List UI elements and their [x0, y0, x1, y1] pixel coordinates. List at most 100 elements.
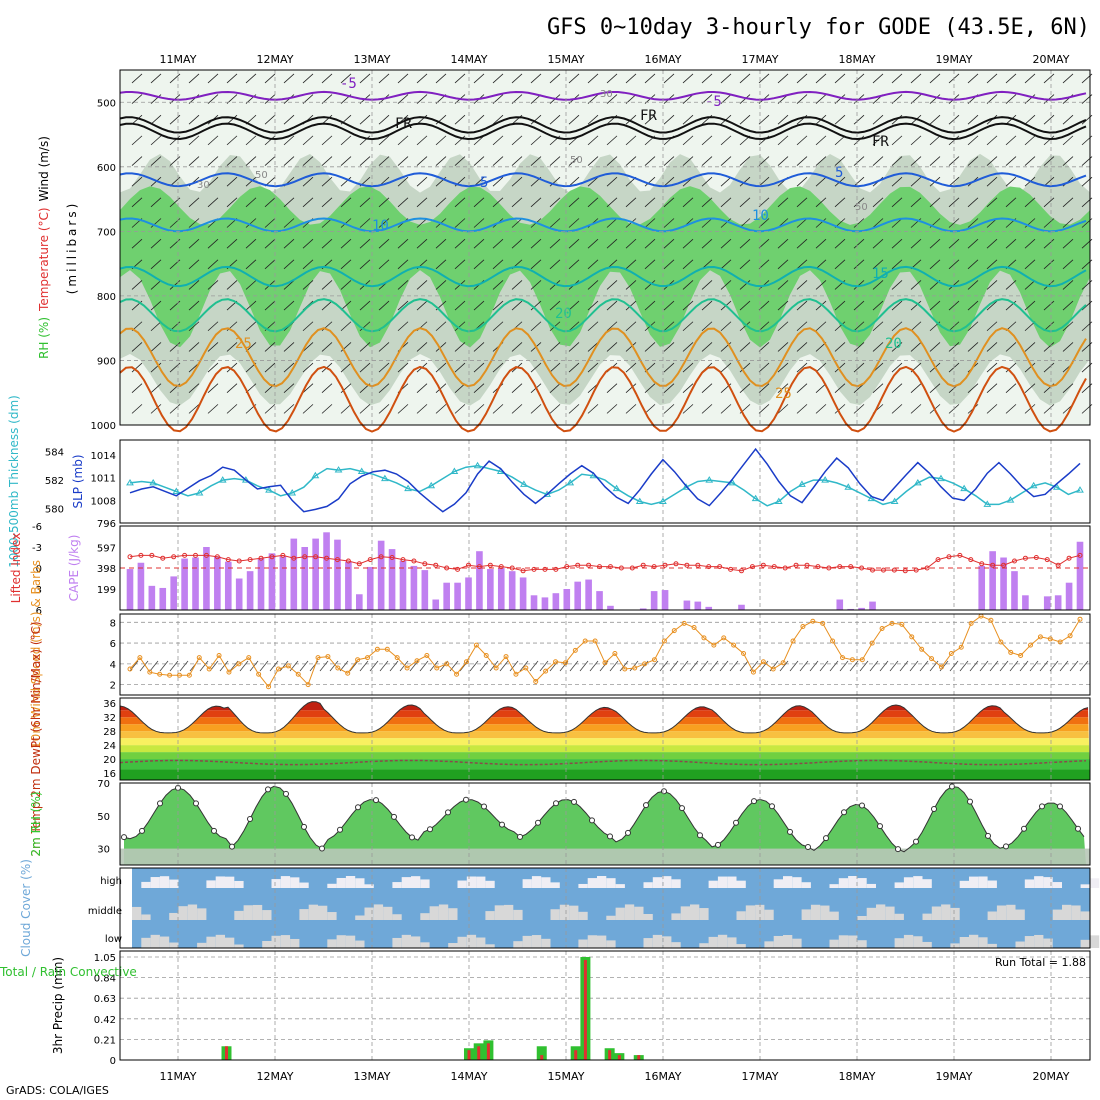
wind-barb	[511, 73, 523, 84]
precip-conv-bar	[467, 1050, 471, 1060]
precip-tick: 0.63	[94, 994, 116, 1005]
li-marker	[1044, 557, 1050, 563]
cape-bar	[1011, 571, 1018, 610]
wind-barb	[829, 660, 839, 672]
wind-barb	[321, 176, 333, 187]
wind-barb	[259, 660, 269, 672]
temp-contour	[119, 327, 1087, 388]
cape-bar	[159, 587, 167, 610]
wind-barb	[397, 156, 409, 166]
wind-barb	[853, 73, 865, 84]
thickness-marker	[195, 488, 204, 496]
wind-barb	[1005, 404, 1017, 414]
wind-barb	[340, 238, 352, 249]
wind-barb	[1043, 135, 1055, 146]
wind-barb	[416, 135, 428, 146]
wind-barb	[369, 660, 379, 672]
li-marker	[334, 557, 340, 563]
wind-barb	[340, 176, 352, 187]
cloud-cell	[987, 911, 997, 920]
wind-barb	[549, 383, 561, 394]
wind-barb	[587, 135, 599, 146]
wind-barb	[321, 280, 333, 290]
wind-barb	[682, 197, 694, 208]
cloud-cell	[550, 909, 560, 920]
cape-tick: 398	[97, 564, 116, 575]
cloud-cell	[392, 914, 402, 920]
cloud-cell	[708, 880, 718, 888]
thickness-marker	[1029, 481, 1038, 489]
thickness-marker	[311, 471, 320, 479]
precip-conv-bar	[574, 1050, 578, 1060]
wind-barb	[549, 197, 561, 208]
li-marker	[662, 562, 668, 568]
wind-barb	[359, 73, 371, 84]
li-marker	[498, 564, 504, 570]
cloud-cell	[290, 877, 300, 888]
wind-barb	[539, 660, 549, 672]
wind-barb	[929, 197, 941, 208]
wind-marker	[365, 655, 370, 661]
wind-barb	[511, 300, 523, 311]
upper-frame	[119, 69, 1091, 426]
precip-conv-bar	[477, 1046, 481, 1060]
cloud-cell	[150, 877, 160, 888]
wind-barb	[169, 156, 181, 166]
wind-barb	[302, 383, 314, 394]
time-axis: 11MAY 11MAY 12MAY 12MAY 13MAY 13MAY 14MAY 14MAY…	[160, 53, 1070, 1083]
wind-barb	[207, 197, 219, 208]
li-marker	[487, 562, 493, 568]
li-tick: 3	[36, 585, 42, 596]
contour-label: FR	[872, 134, 889, 150]
wind-barb	[245, 321, 257, 332]
cloud-cell	[894, 882, 904, 888]
cloud-cell	[680, 906, 690, 920]
wind-barb	[473, 238, 485, 249]
temp-contour	[119, 172, 1087, 188]
cape-bar	[563, 589, 571, 610]
wind-barb	[796, 383, 808, 394]
wind-marker	[968, 620, 974, 626]
cape-bar	[235, 578, 243, 610]
wind-barb	[625, 342, 637, 352]
wind-barb	[720, 238, 732, 249]
li-marker	[345, 558, 351, 564]
wind-barb	[207, 362, 219, 373]
cloud-cell	[597, 935, 607, 948]
rh-marker	[409, 834, 415, 841]
wind-barb	[682, 156, 694, 166]
wind-barb	[340, 300, 352, 311]
cloud-cell	[513, 941, 523, 948]
cloud-cell	[634, 906, 644, 920]
wind-barb	[948, 300, 960, 311]
wind-marker	[711, 642, 717, 648]
wind-barb	[549, 218, 561, 228]
wind-barb	[568, 176, 580, 187]
cloud-cell	[1071, 905, 1081, 920]
wind-barb	[872, 114, 884, 125]
wind-barb	[815, 383, 827, 394]
cape-bar	[476, 551, 483, 610]
wind-barb	[1043, 362, 1055, 373]
li-marker	[684, 562, 690, 568]
wind-frame	[119, 613, 1091, 696]
wind-ylabel: 10m Wind Speed (m/s) & Barbs	[29, 560, 43, 749]
wind-barb	[929, 259, 941, 270]
contour-label: 5	[480, 175, 488, 191]
upper-air-panel: -5 -5 FR FR FR 5 5 10 10 15 20 20 25 25 30 50 50 50 30 500 6…	[37, 69, 1093, 433]
wind-barb	[939, 660, 949, 672]
wind-barb	[1024, 156, 1036, 166]
wind-barb	[549, 342, 561, 352]
contour-label: 10	[752, 208, 769, 224]
cape-bar	[432, 599, 440, 610]
wind-barb	[454, 259, 466, 270]
wind-marker	[651, 657, 657, 663]
li-ylabel: Lifted Index	[9, 533, 23, 604]
cloud-cell	[290, 938, 300, 948]
li-marker	[979, 561, 985, 567]
wind-barb	[682, 342, 694, 352]
rh-marker	[607, 833, 613, 840]
wind-barb	[188, 114, 200, 125]
wind-marker	[266, 684, 272, 690]
wind-barb	[1062, 218, 1074, 228]
